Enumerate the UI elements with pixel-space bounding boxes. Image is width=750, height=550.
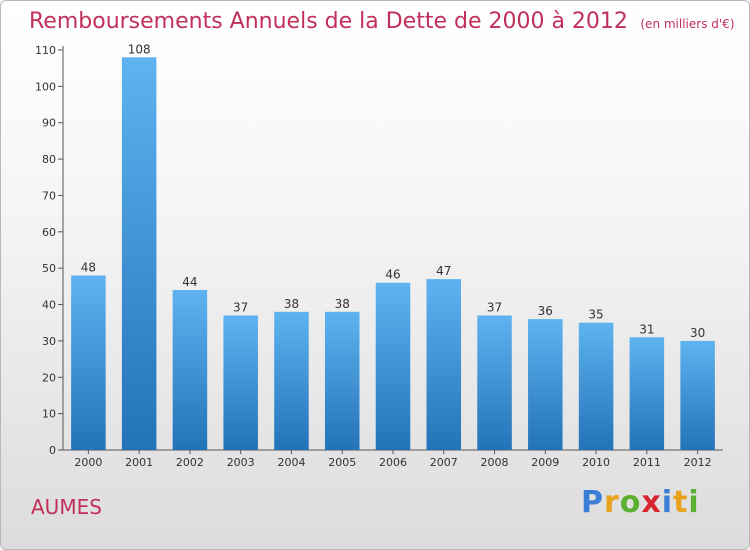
bar <box>426 279 462 450</box>
bar <box>629 337 665 450</box>
y-tick-label: 10 <box>42 408 56 421</box>
y-tick-label: 20 <box>42 371 56 384</box>
commune-name: AUMES <box>31 495 102 519</box>
x-tick-label: 2001 <box>125 456 153 469</box>
chart-title: Remboursements Annuels de la Dette de 20… <box>29 9 628 34</box>
bar-value-label: 37 <box>233 300 248 314</box>
y-tick-label: 50 <box>42 262 56 275</box>
y-tick-label: 0 <box>49 444 56 457</box>
x-tick-label: 2003 <box>227 456 255 469</box>
bar <box>578 322 614 450</box>
brand-letter: o <box>619 485 642 520</box>
x-tick-label: 2012 <box>684 456 712 469</box>
bar <box>680 340 715 450</box>
x-tick-label: 2005 <box>328 456 356 469</box>
x-tick-label: 2009 <box>531 456 559 469</box>
bar <box>375 282 411 450</box>
brand-letter: t <box>673 485 689 520</box>
x-tick-label: 2004 <box>277 456 305 469</box>
x-tick-label: 2011 <box>633 456 661 469</box>
bar <box>172 290 208 450</box>
x-tick-label: 2008 <box>481 456 509 469</box>
brand-letter: i <box>661 485 674 520</box>
x-tick-label: 2006 <box>379 456 407 469</box>
y-tick-label: 110 <box>35 44 56 57</box>
bar-value-label: 108 <box>128 42 151 56</box>
brand-letter: x <box>641 485 662 520</box>
bar <box>324 311 360 450</box>
bar <box>223 315 258 450</box>
y-tick-label: 90 <box>42 117 56 130</box>
brand-letter: P <box>581 485 604 520</box>
y-tick-label: 70 <box>42 189 56 202</box>
brand-logo[interactable]: Proxiti <box>581 485 700 520</box>
bar-value-label: 38 <box>284 297 299 311</box>
x-tick-label: 2007 <box>430 456 458 469</box>
brand-letter: i <box>688 485 700 520</box>
y-tick-label: 40 <box>42 299 56 312</box>
brand-letter: r <box>604 485 620 520</box>
bar <box>71 275 106 450</box>
x-tick-label: 2002 <box>176 456 204 469</box>
bar-value-label: 47 <box>436 264 451 278</box>
y-tick-label: 30 <box>42 335 56 348</box>
bar-value-label: 37 <box>487 300 502 314</box>
chart-unit: (en milliers d'€) <box>640 17 735 31</box>
chart-header: Remboursements Annuels de la Dette de 20… <box>29 9 735 34</box>
bar-value-label: 38 <box>335 297 350 311</box>
bar <box>528 319 563 450</box>
bar-value-label: 31 <box>639 322 654 336</box>
y-tick-label: 80 <box>42 153 56 166</box>
bar <box>121 57 157 450</box>
bar-value-label: 30 <box>690 326 705 340</box>
bar-value-label: 48 <box>81 260 96 274</box>
x-tick-label: 2000 <box>74 456 102 469</box>
x-tick-label: 2010 <box>582 456 610 469</box>
y-tick-label: 60 <box>42 226 56 239</box>
y-tick-label: 100 <box>35 80 56 93</box>
bar <box>274 311 309 450</box>
bar <box>477 315 512 450</box>
bar-value-label: 36 <box>538 304 553 318</box>
bar-value-label: 46 <box>385 268 400 282</box>
bar-value-label: 35 <box>588 308 603 322</box>
bar-value-label: 44 <box>182 275 197 289</box>
